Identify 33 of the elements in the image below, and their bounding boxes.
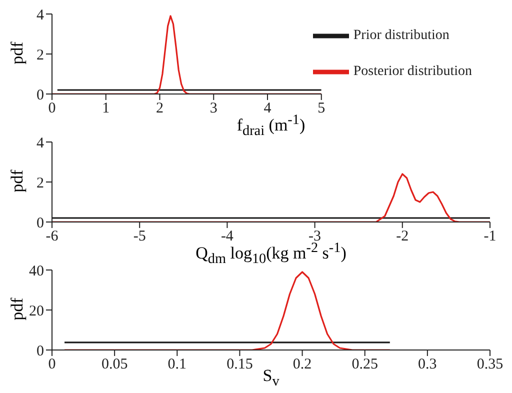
y-tick-label: 0 [36,343,44,360]
legend-label: Posterior distribution [353,64,472,80]
line-series [64,271,391,350]
x-tick-label: 0.3 [418,356,437,373]
x-tick-label: 0.25 [352,356,378,373]
y-tick-label: 0 [36,215,44,232]
y-tick-label: 2 [36,175,44,192]
x-tick-label: 0.35 [476,356,504,373]
x-tick-label: 0.1 [168,356,187,373]
y-tick-label: 4 [36,7,44,24]
y-tick-label: 2 [36,47,44,64]
x-tick-label: 2 [156,100,164,117]
legend-label: Prior distribution [353,28,450,44]
y-axis-title: pdf [7,298,28,320]
x-tick-label: 0 [48,356,56,373]
y-tick-label: 0 [36,87,44,104]
x-tick-label: 1 [102,100,110,117]
x-tick-label: -2 [396,228,409,245]
x-tick-label: -1 [484,228,496,245]
y-axis-title: pdf [7,170,28,192]
x-tick-label: 0 [48,100,56,117]
x-tick-label: -6 [46,228,59,245]
y-tick-label: 20 [29,303,44,320]
y-axis-title: pdf [7,42,28,64]
x-tick-label: 0.15 [226,356,253,373]
y-tick-label: 4 [36,135,44,152]
x-tick-label: -5 [133,228,146,245]
y-tick-label: 40 [29,263,44,280]
x-tick-label: 0.05 [101,356,128,373]
x-tick-label: 0.2 [292,356,312,373]
x-axis-title: S$_{v}$ [262,366,280,390]
x-tick-label: 5 [318,100,326,117]
x-tick-label: 3 [210,100,218,117]
